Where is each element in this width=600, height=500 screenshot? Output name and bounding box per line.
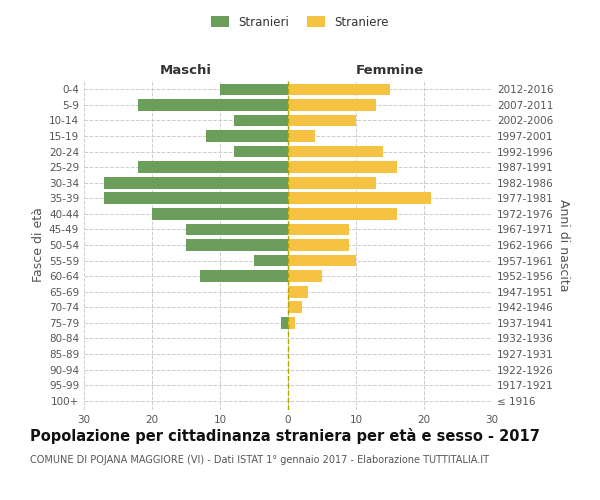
- Bar: [288, 286, 308, 298]
- Bar: [186, 239, 288, 251]
- Y-axis label: Anni di nascita: Anni di nascita: [557, 198, 570, 291]
- Bar: [104, 177, 288, 188]
- Text: Maschi: Maschi: [160, 64, 212, 78]
- Bar: [288, 162, 397, 173]
- Bar: [288, 239, 349, 251]
- Bar: [254, 254, 288, 266]
- Text: COMUNE DI POJANA MAGGIORE (VI) - Dati ISTAT 1° gennaio 2017 - Elaborazione TUTTI: COMUNE DI POJANA MAGGIORE (VI) - Dati IS…: [30, 455, 489, 465]
- Bar: [288, 114, 356, 126]
- Bar: [152, 208, 288, 220]
- Text: Femmine: Femmine: [356, 64, 424, 78]
- Bar: [288, 254, 356, 266]
- Bar: [288, 224, 349, 235]
- Bar: [233, 114, 288, 126]
- Bar: [206, 130, 288, 142]
- Bar: [186, 224, 288, 235]
- Bar: [139, 99, 288, 110]
- Bar: [288, 130, 315, 142]
- Y-axis label: Fasce di età: Fasce di età: [32, 208, 45, 282]
- Bar: [288, 270, 322, 282]
- Bar: [220, 84, 288, 95]
- Bar: [139, 162, 288, 173]
- Bar: [288, 317, 295, 328]
- Bar: [281, 317, 288, 328]
- Bar: [200, 270, 288, 282]
- Bar: [288, 208, 397, 220]
- Bar: [288, 177, 376, 188]
- Bar: [288, 302, 302, 313]
- Bar: [288, 84, 390, 95]
- Legend: Stranieri, Straniere: Stranieri, Straniere: [206, 11, 394, 34]
- Bar: [288, 192, 431, 204]
- Bar: [104, 192, 288, 204]
- Bar: [233, 146, 288, 158]
- Bar: [288, 99, 376, 110]
- Bar: [288, 146, 383, 158]
- Text: Popolazione per cittadinanza straniera per età e sesso - 2017: Popolazione per cittadinanza straniera p…: [30, 428, 540, 444]
